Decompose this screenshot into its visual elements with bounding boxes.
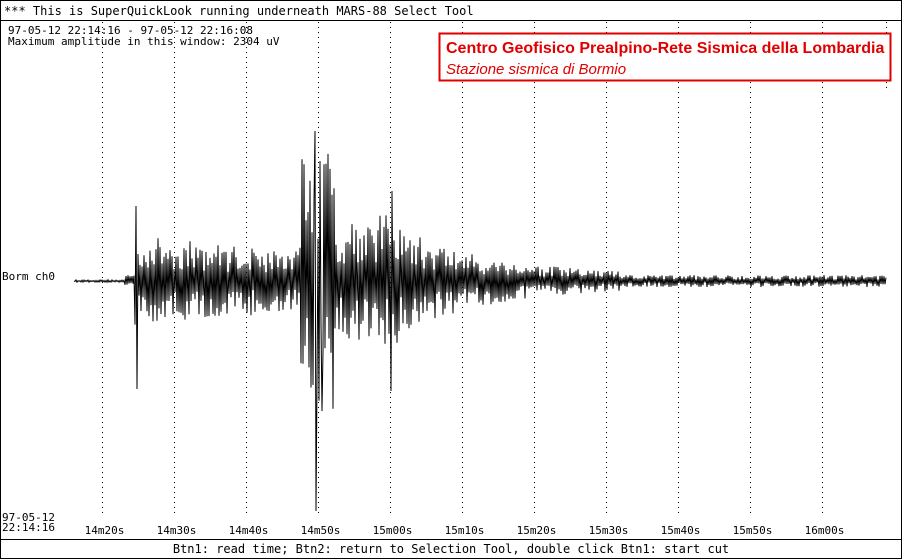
- banner-subtitle: Stazione sismica di Bormio: [446, 61, 626, 78]
- start-date: 97-05-12: [2, 511, 55, 524]
- footer-hint: Btn1: read time; Btn2: return to Selecti…: [173, 542, 729, 556]
- time-label: 15m30s: [589, 524, 629, 537]
- channel-label: Borm ch0: [2, 270, 55, 283]
- banner-box: [438, 32, 892, 82]
- seismogram-trace: [73, 130, 887, 512]
- time-label: 15m00s: [373, 524, 413, 537]
- time-label: 15m20s: [517, 524, 557, 537]
- time-label: 14m50s: [301, 524, 341, 537]
- max-amplitude: Maximum amplitude in this window: 2304 u…: [8, 35, 280, 48]
- time-label: 14m20s: [85, 524, 125, 537]
- time-label: 14m30s: [157, 524, 197, 537]
- time-label: 15m10s: [445, 524, 485, 537]
- start-time: 22:14:16: [2, 521, 55, 534]
- time-label: 15m50s: [733, 524, 773, 537]
- time-range: 97-05-12 22:14:16 - 97-05-12 22:16:08: [8, 24, 253, 37]
- window-title: *** This is SuperQuickLook running under…: [4, 4, 474, 18]
- time-label: 14m40s: [229, 524, 269, 537]
- banner-title: Centro Geofisico Prealpino-Rete Sismica …: [446, 40, 884, 57]
- time-label: 15m40s: [661, 524, 701, 537]
- time-label: 16m00s: [805, 524, 845, 537]
